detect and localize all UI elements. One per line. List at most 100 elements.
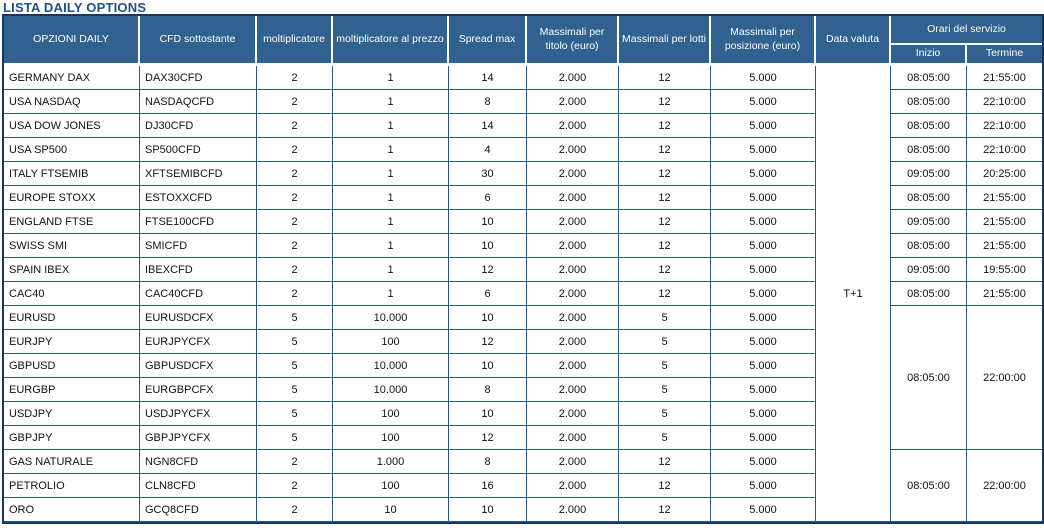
cell-inizio-merged-commodities: 08:05:00 — [891, 450, 967, 522]
cell-moltiplicatore-prezzo: 1 — [333, 66, 449, 90]
col-header-data-valuta: Data valuta — [816, 16, 891, 66]
cell-termine: 21:55:00 — [967, 210, 1042, 234]
cell-opzione: SPAIN IBEX — [4, 258, 140, 282]
cell-inizio: 08:05:00 — [891, 90, 967, 114]
cell-massimali-lotti: 12 — [619, 234, 711, 258]
cell-massimali-posizione: 5.000 — [711, 474, 816, 498]
cell-massimali-posizione: 5.000 — [711, 282, 816, 306]
table-row: SPAIN IBEX IBEXCFD 2 1 12 2.000 12 5.000… — [4, 258, 1042, 282]
cell-massimali-titolo: 2.000 — [527, 402, 619, 426]
cell-massimali-titolo: 2.000 — [527, 450, 619, 474]
cell-inizio: 08:05:00 — [891, 66, 967, 90]
cell-termine: 22:10:00 — [967, 138, 1042, 162]
cell-spread: 10 — [449, 498, 527, 522]
cell-massimali-titolo: 2.000 — [527, 354, 619, 378]
col-header-cfd-sottostante: CFD sottostante — [140, 16, 257, 66]
cell-spread: 10 — [449, 354, 527, 378]
cell-cfd: EURJPYCFX — [140, 330, 257, 354]
cell-termine-merged-fx: 22:00:00 — [967, 306, 1042, 450]
cell-massimali-posizione: 5.000 — [711, 426, 816, 450]
cell-opzione: EUROPE STOXX — [4, 186, 140, 210]
cell-moltiplicatore: 5 — [257, 402, 333, 426]
cell-massimali-posizione: 5.000 — [711, 234, 816, 258]
cell-inizio: 09:05:00 — [891, 210, 967, 234]
cell-moltiplicatore-prezzo: 1 — [333, 162, 449, 186]
table-row: USA NASDAQ NASDAQCFD 2 1 8 2.000 12 5.00… — [4, 90, 1042, 114]
cell-data-valuta: T+1 — [816, 66, 891, 522]
cell-moltiplicatore-prezzo: 1 — [333, 210, 449, 234]
cell-moltiplicatore: 5 — [257, 330, 333, 354]
cell-cfd: IBEXCFD — [140, 258, 257, 282]
cell-massimali-lotti: 12 — [619, 498, 711, 522]
cell-spread: 16 — [449, 474, 527, 498]
cell-spread: 14 — [449, 66, 527, 90]
cell-inizio: 08:05:00 — [891, 186, 967, 210]
table-row: USDJPY USDJPYCFX 5 100 10 2.000 5 5.000 — [4, 402, 1042, 426]
cell-massimali-posizione: 5.000 — [711, 210, 816, 234]
cell-inizio: 08:05:00 — [891, 138, 967, 162]
cell-spread: 8 — [449, 450, 527, 474]
table-row: SWISS SMI SMICFD 2 1 10 2.000 12 5.000 0… — [4, 234, 1042, 258]
cell-moltiplicatore-prezzo: 1 — [333, 234, 449, 258]
cell-moltiplicatore: 2 — [257, 162, 333, 186]
cell-spread: 10 — [449, 306, 527, 330]
cell-spread: 8 — [449, 90, 527, 114]
cell-inizio: 09:05:00 — [891, 258, 967, 282]
cell-opzione: GERMANY DAX — [4, 66, 140, 90]
cell-cfd: CAC40CFD — [140, 282, 257, 306]
cell-moltiplicatore-prezzo: 1 — [333, 258, 449, 282]
cell-cfd: USDJPYCFX — [140, 402, 257, 426]
cell-massimali-titolo: 2.000 — [527, 234, 619, 258]
cell-moltiplicatore: 2 — [257, 282, 333, 306]
cell-cfd: ESTOXXCFD — [140, 186, 257, 210]
cell-moltiplicatore-prezzo: 100 — [333, 474, 449, 498]
cell-massimali-lotti: 12 — [619, 258, 711, 282]
cell-moltiplicatore-prezzo: 10.000 — [333, 378, 449, 402]
cell-massimali-lotti: 5 — [619, 426, 711, 450]
cell-massimali-lotti: 12 — [619, 138, 711, 162]
cell-spread: 14 — [449, 114, 527, 138]
cell-opzione: GAS NATURALE — [4, 450, 140, 474]
col-header-massimali-posizione: Massimali per posizione (euro) — [711, 16, 816, 66]
cell-spread: 10 — [449, 402, 527, 426]
col-header-termine: Termine — [967, 43, 1042, 66]
cell-massimali-titolo: 2.000 — [527, 210, 619, 234]
cell-massimali-titolo: 2.000 — [527, 114, 619, 138]
cell-termine-merged-commodities: 22:00:00 — [967, 450, 1042, 522]
col-header-opzioni-daily: OPZIONI DAILY — [4, 16, 140, 66]
cell-spread: 8 — [449, 378, 527, 402]
table-row: ORO GCQ8CFD 2 10 10 2.000 12 5.000 — [4, 498, 1042, 522]
page-title: LISTA DAILY OPTIONS — [3, 0, 147, 15]
cell-cfd: GCQ8CFD — [140, 498, 257, 522]
cell-massimali-posizione: 5.000 — [711, 378, 816, 402]
cell-cfd: FTSE100CFD — [140, 210, 257, 234]
cell-inizio: 08:05:00 — [891, 114, 967, 138]
cell-massimali-lotti: 12 — [619, 450, 711, 474]
cell-spread: 6 — [449, 282, 527, 306]
cell-massimali-posizione: 5.000 — [711, 162, 816, 186]
cell-massimali-lotti: 12 — [619, 66, 711, 90]
header-row-main: OPZIONI DAILY CFD sottostante moltiplica… — [4, 16, 1042, 66]
cell-moltiplicatore: 2 — [257, 450, 333, 474]
table-row: GBPJPY GBPJPYCFX 5 100 12 2.000 5 5.000 — [4, 426, 1042, 450]
cell-massimali-titolo: 2.000 — [527, 186, 619, 210]
cell-cfd: NASDAQCFD — [140, 90, 257, 114]
cell-moltiplicatore: 5 — [257, 354, 333, 378]
cell-moltiplicatore-prezzo: 1 — [333, 186, 449, 210]
cell-massimali-lotti: 5 — [619, 402, 711, 426]
cell-spread: 12 — [449, 426, 527, 450]
cell-spread: 12 — [449, 258, 527, 282]
cell-cfd: DJ30CFD — [140, 114, 257, 138]
table-body: GERMANY DAX DAX30CFD 2 1 14 2.000 12 5.0… — [4, 66, 1042, 522]
cell-cfd: SMICFD — [140, 234, 257, 258]
table-row: EURUSD EURUSDCFX 5 10.000 10 2.000 5 5.0… — [4, 306, 1042, 450]
cell-massimali-posizione: 5.000 — [711, 66, 816, 90]
cell-inizio: 08:05:00 — [891, 282, 967, 306]
col-group-orari-servizio: Orari del servizio — [891, 16, 1042, 43]
cell-inizio: 09:05:00 — [891, 162, 967, 186]
table-row: USA DOW JONES DJ30CFD 2 1 14 2.000 12 5.… — [4, 114, 1042, 138]
cell-massimali-titolo: 2.000 — [527, 90, 619, 114]
cell-opzione: GBPJPY — [4, 426, 140, 450]
col-header-moltiplicatore-al-prezzo: moltiplicatore al prezzo — [333, 16, 449, 66]
cell-cfd: XFTSEMIBCFD — [140, 162, 257, 186]
